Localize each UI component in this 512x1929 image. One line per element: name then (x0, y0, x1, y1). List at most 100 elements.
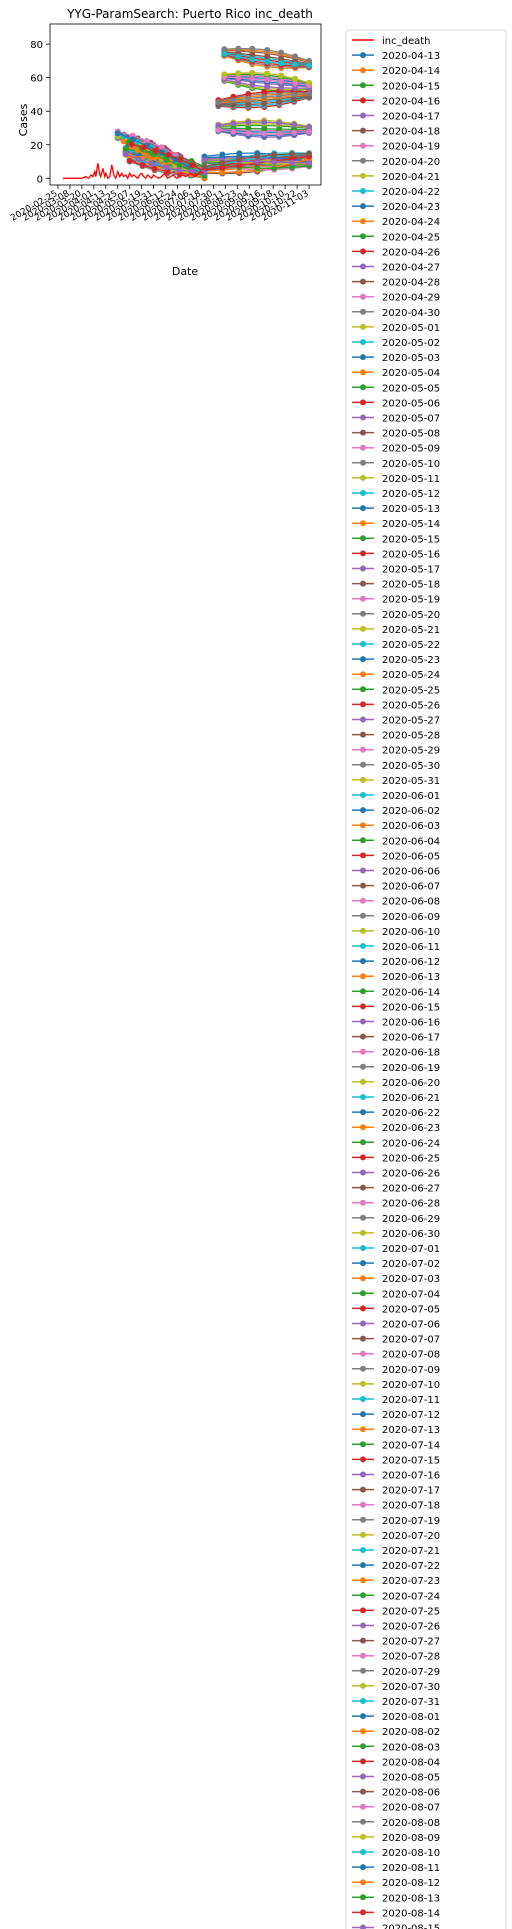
forecast-point (219, 159, 226, 166)
legend-swatch-marker (360, 852, 366, 859)
legend-swatch-marker (360, 943, 366, 949)
legend-item: 2020-06-14 (352, 987, 440, 998)
legend-item: 2020-06-30 (352, 1229, 440, 1240)
legend-swatch-marker (360, 731, 366, 738)
y-tick-label: 0 (37, 174, 43, 185)
legend-item: 2020-07-25 (352, 1606, 440, 1617)
legend-swatch-marker (360, 656, 366, 663)
legend-label: 2020-07-15 (382, 1455, 440, 1466)
legend-label: 2020-06-11 (382, 942, 440, 953)
legend-swatch-marker (360, 1849, 366, 1855)
legend-swatch-marker (360, 1713, 366, 1720)
legend-swatch-marker (360, 882, 366, 889)
legend-swatch-marker (360, 1380, 366, 1387)
forecast-point (230, 120, 237, 127)
legend-item: 2020-07-27 (352, 1637, 440, 1648)
legend-swatch-marker (360, 1441, 366, 1448)
legend-item: 2020-06-25 (352, 1153, 440, 1164)
forecast-point (221, 46, 228, 53)
legend-label: 2020-07-12 (382, 1410, 440, 1421)
forecast-point (291, 121, 298, 128)
legend-label: 2020-05-06 (382, 398, 440, 409)
legend-swatch-marker (360, 354, 366, 361)
legend-swatch-marker (360, 414, 366, 421)
legend-item: 2020-07-05 (352, 1304, 440, 1315)
legend-item: 2020-05-29 (352, 746, 440, 757)
forecast-point (276, 92, 283, 99)
legend-swatch-marker (360, 1924, 366, 1929)
legend-item: 2020-07-26 (352, 1622, 440, 1633)
legend-swatch-marker (360, 1229, 366, 1236)
legend-label: 2020-06-26 (382, 1169, 440, 1180)
forecast-point (245, 101, 252, 108)
forecast-point (261, 88, 268, 95)
legend-label: 2020-08-06 (382, 1788, 440, 1799)
legend-label: 2020-07-14 (382, 1440, 440, 1451)
legend-item: 2020-06-11 (352, 942, 440, 953)
legend-label: 2020-05-05 (382, 383, 440, 394)
legend-item: 2020-06-04 (352, 836, 440, 847)
forecast-point (264, 83, 271, 90)
legend-label: 2020-05-22 (382, 640, 440, 651)
forecast-point (122, 151, 129, 158)
forecast-point (289, 151, 296, 158)
forecast-point (165, 151, 172, 158)
legend-label: 2020-08-01 (382, 1712, 440, 1723)
legend-item: 2020-06-18 (352, 1048, 440, 1059)
forecast-series-2020-08-09 (221, 69, 313, 86)
legend-item: 2020-05-14 (352, 519, 440, 530)
legend-swatch-marker (360, 323, 366, 330)
legend-item: 2020-05-18 (352, 580, 440, 591)
legend-item: 2020-04-18 (352, 127, 440, 138)
legend-label: 2020-05-02 (382, 338, 440, 349)
legend-item: 2020-08-05 (352, 1773, 440, 1784)
legend-label: 2020-08-02 (382, 1727, 440, 1738)
legend-label: 2020-05-07 (382, 414, 440, 425)
y-tick-label: 20 (30, 141, 43, 152)
legend-item: 2020-06-27 (352, 1184, 440, 1195)
forecast-point (245, 95, 252, 102)
legend-label: 2020-08-15 (382, 1924, 440, 1929)
legend-label: 2020-07-21 (382, 1546, 440, 1557)
legend-label: 2020-04-13 (382, 51, 440, 62)
legend-swatch-marker (360, 580, 366, 587)
legend-item: 2020-07-16 (352, 1471, 440, 1482)
legend-item: 2020-06-22 (352, 1108, 440, 1119)
legend-swatch-marker (360, 1592, 366, 1599)
legend-label: 2020-05-31 (382, 776, 440, 787)
legend-swatch-marker (360, 233, 366, 240)
legend-swatch-marker (360, 459, 366, 466)
legend-swatch-marker (360, 686, 366, 693)
forecast-point (151, 165, 158, 172)
legend-label: 2020-05-26 (382, 700, 440, 711)
legend-item: 2020-08-10 (352, 1848, 440, 1859)
legend-swatch-marker (360, 1109, 366, 1116)
forecast-point (245, 119, 252, 126)
forecast-point (235, 45, 242, 52)
forecast-point (219, 164, 226, 171)
legend-swatch-marker (360, 1698, 366, 1704)
legend-swatch-marker (360, 610, 366, 617)
legend-item: 2020-04-14 (352, 66, 440, 77)
legend-swatch-marker (360, 293, 366, 300)
legend-swatch-marker (360, 1728, 366, 1735)
forecast-point (264, 58, 271, 65)
legend-swatch-marker (360, 897, 366, 904)
legend-label: 2020-07-05 (382, 1304, 440, 1315)
legend-swatch-marker (360, 1833, 366, 1840)
forecast-point (140, 144, 147, 151)
legend-label: 2020-07-01 (382, 1244, 440, 1255)
legend-item: 2020-07-06 (352, 1320, 440, 1331)
legend-label: 2020-08-03 (382, 1742, 440, 1753)
legend-swatch-marker (360, 1169, 366, 1176)
legend-label: 2020-07-18 (382, 1501, 440, 1512)
legend-swatch-marker (360, 1124, 366, 1131)
legend-swatch-marker (360, 776, 366, 783)
legend-item: 2020-05-24 (352, 670, 440, 681)
forecast-point (249, 56, 256, 63)
forecast-point (292, 75, 299, 82)
forecast-point (278, 55, 285, 62)
legend-label: 2020-07-27 (382, 1637, 440, 1648)
legend-label: 2020-05-04 (382, 368, 440, 379)
legend-item: 2020-08-02 (352, 1727, 440, 1738)
